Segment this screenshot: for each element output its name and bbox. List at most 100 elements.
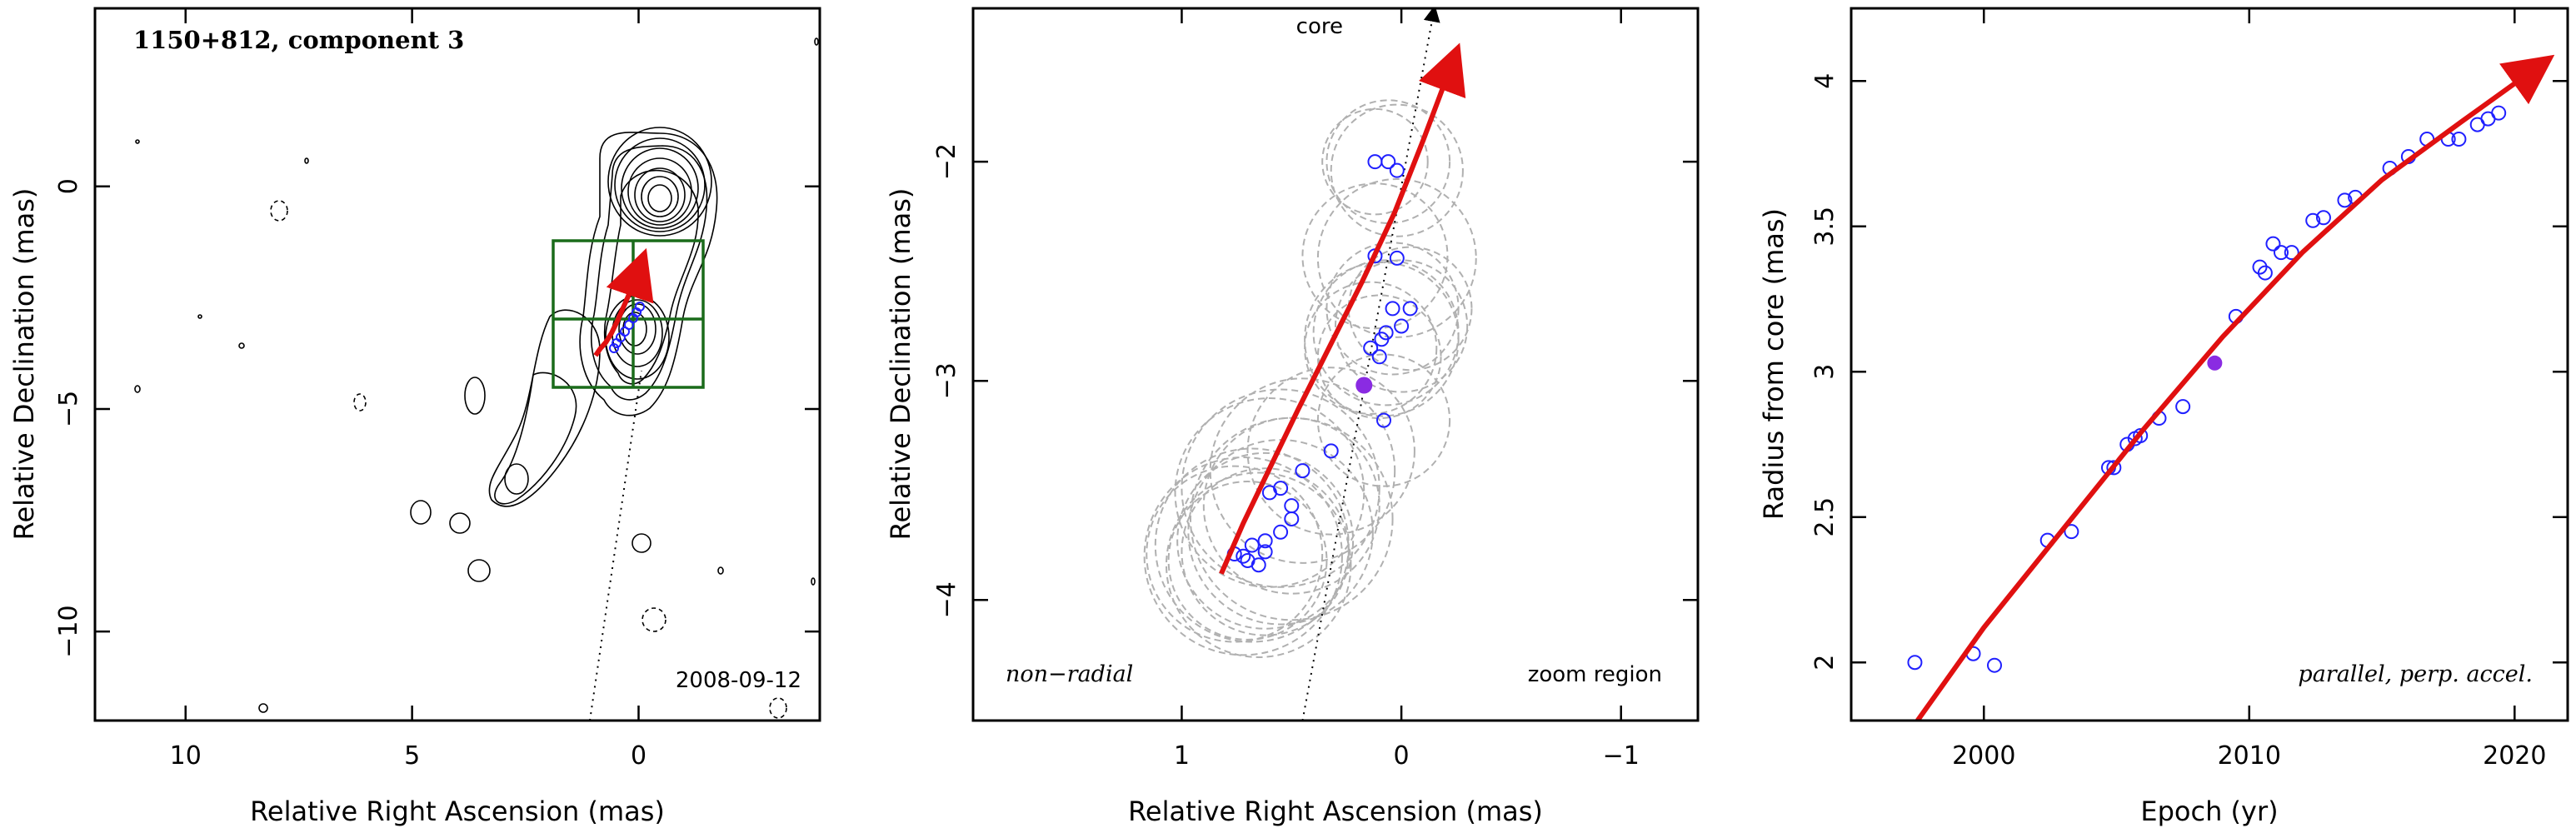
radius-point (2305, 212, 2321, 228)
gaussian-circle (1321, 107, 1429, 216)
right-component-points (1907, 105, 2507, 673)
mid-trajectory-arrow (1219, 42, 1466, 575)
component-point (1389, 250, 1405, 266)
left-ytick-label: −5 (54, 391, 83, 427)
radius-point (2315, 210, 2331, 226)
radius-point (2274, 245, 2289, 261)
gaussian-circle (1190, 416, 1394, 621)
component-point (1385, 301, 1400, 317)
right-xlabel: Epoch (yr) (2140, 796, 2278, 827)
component-point (1295, 463, 1310, 479)
component-point (1273, 524, 1289, 540)
right-ytick-label: 4 (1810, 73, 1840, 89)
gaussian-circle (1246, 367, 1415, 536)
gaussian-circle (1187, 439, 1374, 626)
gaussian-circle (1316, 353, 1451, 487)
left-plot-frame (93, 7, 821, 722)
radius-point (2064, 524, 2079, 540)
left-date-label: 2008-09-12 (676, 668, 801, 693)
mid-plot-frame (971, 7, 1700, 722)
component-point (1284, 511, 1300, 526)
gaussian-circle (1335, 259, 1469, 393)
left-ytick-label: 0 (54, 178, 83, 194)
gaussian-circle (1312, 259, 1460, 407)
component-point (1367, 154, 1383, 170)
gaussian-circle (1166, 471, 1352, 658)
component-point (1257, 544, 1273, 560)
mid-ytick-label: −2 (932, 143, 961, 180)
radius-point (2451, 132, 2467, 147)
right-annotation: parallel, perp. accel. (2298, 661, 2533, 687)
left-xtick-label: 5 (404, 741, 420, 771)
mid-ytick-label: −4 (932, 581, 961, 618)
right-highlight-point (2207, 355, 2223, 371)
gaussian-circle (1301, 182, 1449, 330)
right-xtick-label: 2010 (2218, 741, 2281, 771)
gaussian-circle (1181, 388, 1380, 588)
mid-xtick-label: −1 (1603, 741, 1640, 771)
radius-point (2265, 236, 2281, 252)
radius-point (2175, 399, 2191, 415)
component-point (1389, 162, 1405, 178)
gaussian-circle (1325, 99, 1451, 224)
component-point (1251, 557, 1266, 573)
right-ylabel: Radius from core (mas) (1758, 208, 1790, 520)
gaussian-circle (1325, 242, 1460, 376)
right-xtick-label: 2000 (1952, 741, 2015, 771)
gaussian-circle (1209, 377, 1396, 564)
radius-point (1907, 655, 1923, 671)
left-contour-map (134, 37, 819, 721)
panel-middle (1143, 8, 1477, 721)
right-ytick-label: 2 (1810, 655, 1840, 671)
mid-gaussian-circles (1143, 99, 1477, 658)
mid-ylabel: Relative Declination (mas) (885, 188, 916, 541)
mid-xtick-label: 0 (1394, 741, 1410, 771)
component-point (1236, 548, 1251, 564)
mid-xtick-label: 1 (1174, 741, 1190, 771)
component-point (1380, 154, 1396, 170)
component-point (1394, 318, 1410, 334)
component-point (1374, 332, 1390, 347)
gaussian-circle (1176, 451, 1355, 630)
gaussian-circle (1347, 246, 1473, 372)
gaussian-circle (1316, 294, 1442, 420)
component-point (1376, 412, 1391, 428)
panel-right (1907, 54, 2555, 721)
right-ytick-label: 3.5 (1810, 207, 1840, 247)
mid-core-direction-line (1301, 8, 1440, 721)
panel-left (134, 37, 819, 721)
right-ytick-label: 3 (1810, 364, 1840, 380)
radius-point (2284, 245, 2299, 261)
left-xlabel: Relative Right Ascension (mas) (250, 796, 665, 827)
mid-xlabel: Relative Right Ascension (mas) (1128, 796, 1543, 827)
mid-core-label: core (1296, 14, 1343, 39)
mid-highlight-point (1355, 377, 1373, 394)
radius-point (2257, 265, 2273, 281)
right-ytick-label: 2.5 (1810, 497, 1840, 537)
radius-point (2133, 428, 2149, 443)
gaussian-circle (1330, 103, 1464, 237)
component-point (1363, 340, 1379, 356)
left-ytick-label: −10 (54, 605, 83, 657)
component-point (1257, 533, 1273, 549)
left-xtick-label: 10 (170, 741, 202, 771)
mid-left-annotation: non−radial (1006, 661, 1133, 687)
gaussian-circle (1143, 456, 1343, 656)
gaussian-circle (1167, 481, 1328, 641)
left-title: 1150+812, component 3 (133, 26, 464, 54)
radius-point (2106, 460, 2122, 476)
right-xtick-label: 2020 (2483, 741, 2546, 771)
gaussian-circle (1154, 447, 1350, 643)
radius-point (2337, 192, 2353, 208)
gaussian-circle (1146, 465, 1324, 643)
component-point (1284, 498, 1300, 514)
left-trajectory-arrow (593, 247, 654, 357)
radius-point (1987, 657, 2002, 673)
component-point (1261, 485, 1277, 501)
component-point (1402, 301, 1418, 317)
gaussian-circle (1181, 467, 1350, 636)
mid-right-annotation: zoom region (1528, 662, 1662, 687)
component-point (1323, 443, 1339, 459)
